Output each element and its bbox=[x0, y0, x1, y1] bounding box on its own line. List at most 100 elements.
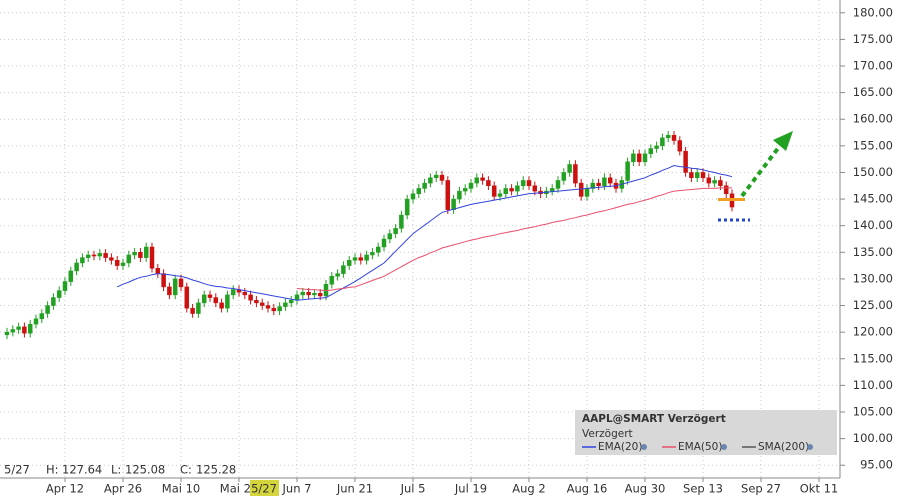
x-tick-label: Mai 10 bbox=[162, 482, 200, 496]
candle-body bbox=[10, 329, 16, 333]
info-label: L: bbox=[111, 463, 121, 477]
candle-body bbox=[259, 302, 265, 306]
candle-body bbox=[207, 294, 213, 298]
candle-body bbox=[491, 185, 497, 197]
candle-body bbox=[584, 188, 590, 197]
y-tick-label: 120.00 bbox=[853, 325, 893, 339]
candle-body bbox=[532, 185, 538, 192]
info-label: C: bbox=[180, 463, 192, 477]
x-tick-label: Apr 12 bbox=[46, 482, 84, 496]
info-value: 125.08 bbox=[125, 463, 165, 477]
candle-body bbox=[213, 297, 219, 304]
candle-body bbox=[352, 257, 358, 261]
x-tick-label: Jul 5 bbox=[400, 482, 426, 496]
y-tick-label: 140.00 bbox=[853, 218, 893, 232]
candle-body bbox=[480, 177, 485, 181]
candle-body bbox=[370, 252, 375, 256]
annotation-arrowhead bbox=[773, 131, 793, 151]
info-value: 127.64 bbox=[62, 463, 102, 477]
indicator-line bbox=[296, 187, 732, 292]
x-tick-label: Okt 11 bbox=[800, 482, 839, 496]
candle-body bbox=[103, 253, 108, 258]
candle-body bbox=[428, 177, 433, 184]
candle-body bbox=[602, 177, 607, 187]
y-tick-label: 95.00 bbox=[860, 458, 893, 472]
y-tick-label: 145.00 bbox=[853, 192, 893, 206]
candle-body bbox=[718, 180, 723, 187]
candle-body bbox=[509, 188, 514, 192]
candle-body bbox=[219, 302, 224, 309]
candle-body bbox=[178, 278, 184, 288]
y-tick-label: 165.00 bbox=[853, 85, 893, 99]
candle-body bbox=[271, 307, 277, 312]
candle-body bbox=[677, 140, 683, 152]
candle-body bbox=[567, 164, 572, 173]
candle-body bbox=[277, 306, 282, 312]
candle-body bbox=[283, 302, 288, 307]
candle-body bbox=[433, 174, 439, 179]
candle-body bbox=[555, 180, 561, 189]
candle-body bbox=[225, 294, 230, 309]
x-tick-label: Jun 21 bbox=[336, 482, 373, 496]
y-tick-label: 175.00 bbox=[853, 32, 893, 46]
info-label: H: bbox=[46, 463, 59, 477]
candle-body bbox=[381, 238, 387, 248]
candle-body bbox=[596, 182, 601, 187]
x-tick-label: Aug 2 bbox=[512, 482, 545, 496]
candle-body bbox=[190, 307, 195, 314]
candle-body bbox=[399, 214, 404, 229]
candle-body bbox=[497, 193, 503, 197]
candle-body bbox=[138, 252, 143, 258]
legend-label: EMA(20) bbox=[598, 441, 642, 453]
candle-body bbox=[694, 172, 700, 179]
crosshair-date: 5/27 bbox=[251, 482, 277, 496]
candle-body bbox=[439, 174, 445, 181]
candle-body bbox=[62, 281, 68, 291]
info-date: 5/27 bbox=[4, 463, 30, 477]
candle-body bbox=[85, 254, 91, 258]
candle-body bbox=[689, 172, 694, 179]
candle-body bbox=[648, 148, 654, 155]
y-tick-label: 160.00 bbox=[853, 112, 893, 126]
candle-body bbox=[422, 182, 427, 189]
candle-body bbox=[486, 180, 491, 187]
candle-body bbox=[248, 294, 253, 301]
candle-body bbox=[155, 268, 161, 274]
candle-body bbox=[230, 289, 236, 296]
candle-body bbox=[288, 299, 294, 304]
candle-body bbox=[723, 185, 729, 195]
legend-icon bbox=[721, 444, 727, 450]
legend-label: SMA(200) bbox=[758, 441, 809, 453]
candle-body bbox=[515, 185, 520, 192]
candle-body bbox=[631, 153, 636, 163]
candle-body bbox=[549, 188, 555, 192]
indicator-line bbox=[116, 164, 733, 301]
candle-body bbox=[642, 153, 648, 163]
candle-body bbox=[358, 257, 364, 261]
candle-body bbox=[607, 177, 613, 184]
y-tick-label: 130.00 bbox=[853, 271, 893, 285]
y-tick-label: 100.00 bbox=[853, 431, 893, 445]
candle-body bbox=[654, 145, 659, 149]
candle-body bbox=[39, 313, 45, 320]
candle-body bbox=[74, 262, 79, 272]
candle-body bbox=[329, 276, 335, 285]
candle-body bbox=[172, 278, 178, 296]
candle-body bbox=[341, 265, 346, 274]
candle-body bbox=[126, 254, 132, 264]
x-tick-label: Apr 26 bbox=[104, 482, 142, 496]
candle-body bbox=[16, 326, 21, 330]
candle-body bbox=[474, 177, 480, 184]
candle-body bbox=[306, 291, 311, 296]
candle-body bbox=[120, 262, 126, 266]
candle-body bbox=[451, 198, 456, 210]
legend-title: AAPL@SMART Verzögert bbox=[582, 413, 726, 425]
legend-icon bbox=[641, 444, 647, 450]
candle-body bbox=[416, 188, 422, 195]
candle-body bbox=[91, 254, 97, 257]
plot-area bbox=[0, 0, 840, 478]
y-tick-label: 170.00 bbox=[853, 59, 893, 73]
x-tick-label: Aug 30 bbox=[625, 482, 666, 496]
candle-body bbox=[625, 161, 630, 181]
